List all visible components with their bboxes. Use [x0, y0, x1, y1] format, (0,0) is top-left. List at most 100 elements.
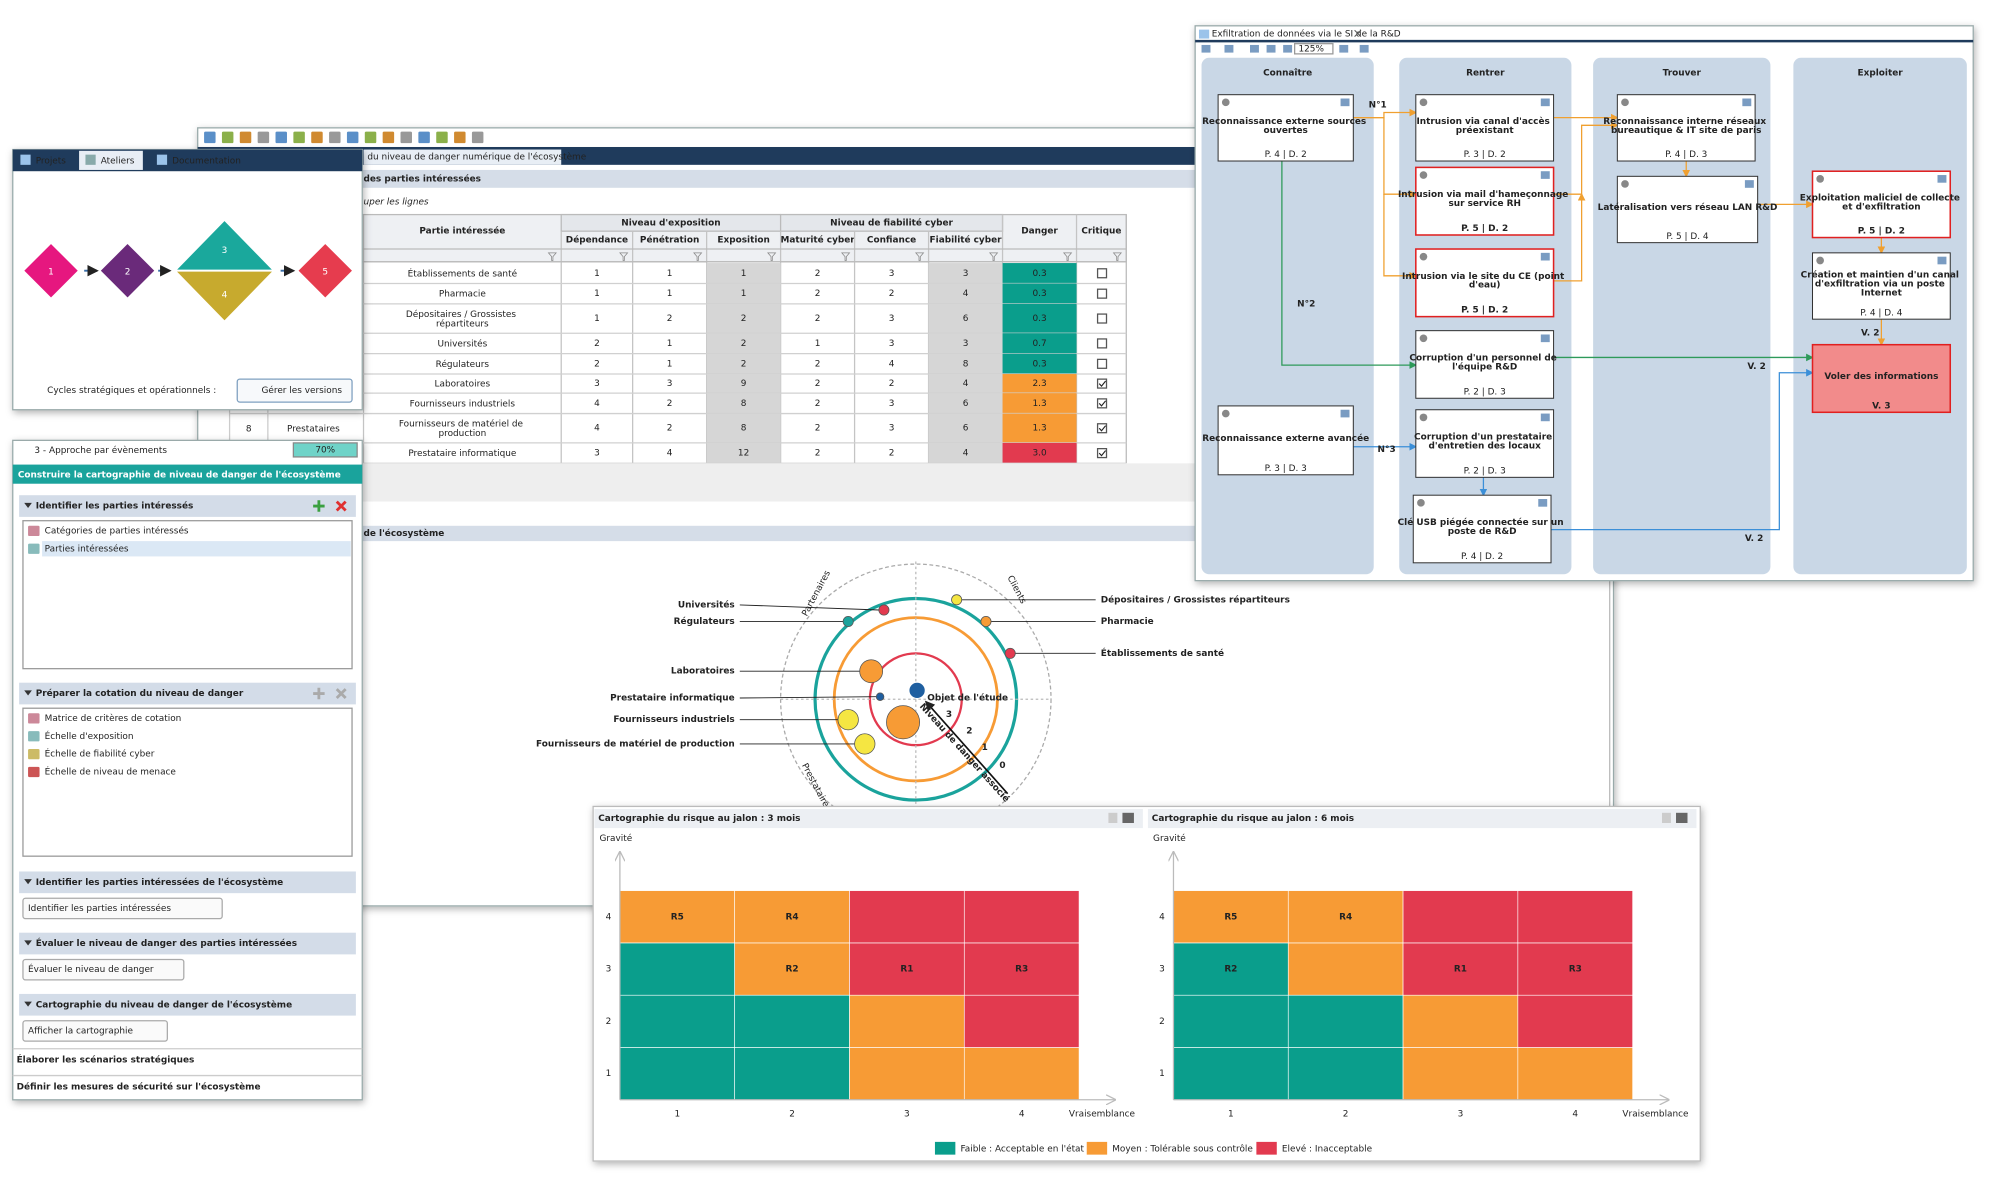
party-name: Dépositaires / Grossistes répartiteurs: [406, 308, 519, 329]
score: 0.3: [1032, 289, 1046, 299]
score: 4: [667, 449, 673, 459]
list-item[interactable]: Parties intéressées: [45, 543, 129, 554]
risk-cell: [734, 942, 850, 996]
list-item[interactable]: Catégories de parties intéressés: [45, 525, 189, 536]
attack-node[interactable]: [1415, 330, 1555, 399]
workshop-step[interactable]: Définir les mesures de sécurité sur l'éc…: [17, 1082, 261, 1093]
step-diamond[interactable]: [98, 241, 157, 301]
attack-node[interactable]: [1811, 170, 1952, 239]
tab-label[interactable]: Projets: [36, 157, 67, 167]
zoom-box[interactable]: [1294, 43, 1334, 55]
toolbar-icon: [346, 131, 359, 144]
critical-checkbox[interactable]: [1096, 423, 1108, 434]
attack-node[interactable]: [1811, 252, 1951, 320]
action-button[interactable]: [22, 897, 223, 920]
versions-button[interactable]: [236, 378, 353, 403]
list-item[interactable]: Échelle de fiabilité cyber: [45, 748, 155, 760]
step-number: 5: [322, 267, 328, 277]
party-name: Pharmacie: [439, 289, 486, 299]
node-title: Intrusion via le site du CE (point d'eau…: [1402, 271, 1567, 290]
close-icon[interactable]: [1354, 29, 1362, 38]
critical-checkbox[interactable]: [1096, 338, 1108, 349]
risk-cell: [963, 890, 1080, 944]
score: 1: [667, 359, 673, 369]
y-tick-label: 4: [1159, 912, 1165, 922]
attack-edge: [1353, 117, 1418, 199]
risk-cell: [1173, 890, 1289, 944]
attack-node[interactable]: [1217, 405, 1354, 476]
attack-node[interactable]: [1412, 494, 1552, 564]
score: 12: [738, 449, 749, 459]
attack-edge: [1553, 192, 1586, 282]
danger-axis-tick: 3: [946, 710, 952, 720]
action-button-label[interactable]: Afficher la cartographie: [28, 1026, 133, 1036]
score: 2: [815, 314, 821, 324]
risk-cell: [1287, 942, 1404, 996]
step-diamond[interactable]: [21, 241, 81, 301]
critical-checkbox[interactable]: [1096, 313, 1108, 324]
section-title: des parties intéressées: [364, 173, 481, 184]
filter-icon: [841, 252, 851, 261]
list-item[interactable]: Échelle d'exposition: [45, 730, 134, 742]
score: 1: [741, 269, 747, 279]
step-triangle[interactable]: [172, 269, 277, 324]
versions-button-label[interactable]: Gérer les versions: [261, 385, 342, 396]
risk-cell: [619, 994, 736, 1048]
attack-title: Exfiltration de données via le SI de la …: [1212, 29, 1401, 40]
filter-icon: [767, 252, 777, 261]
tab-label[interactable]: Documentation: [172, 157, 241, 167]
danger-cell: [1002, 413, 1077, 443]
shaded-cell: [928, 283, 1003, 304]
tab: [363, 149, 562, 165]
tab-label[interactable]: Ateliers: [101, 157, 135, 167]
toolbar-icon: [1339, 44, 1349, 53]
critical-checkbox[interactable]: [1096, 288, 1108, 299]
attack-node[interactable]: [1415, 94, 1555, 162]
critical-checkbox[interactable]: [1096, 448, 1108, 459]
column-header: Exposition: [717, 236, 769, 246]
filter-icon: [914, 252, 925, 261]
phase-title: Trouver: [1663, 69, 1702, 79]
attack-node[interactable]: [1811, 343, 1952, 414]
section-title: Préparer la cotation du niveau de danger: [36, 688, 244, 699]
action-button[interactable]: [22, 958, 185, 981]
list-item[interactable]: Matrice de critères de cotation: [45, 713, 182, 724]
attack-node[interactable]: [1415, 248, 1555, 318]
delete-icon: [335, 688, 347, 699]
critical-checkbox[interactable]: [1096, 398, 1108, 409]
attack-node[interactable]: [1415, 409, 1555, 478]
workshop-step[interactable]: Élaborer les scénarios stratégiques: [17, 1054, 195, 1066]
action-button[interactable]: [22, 1020, 168, 1042]
party-name: Régulateurs: [436, 358, 490, 369]
attack-node[interactable]: [1616, 94, 1756, 162]
action-button-label[interactable]: Évaluer le niveau de danger: [28, 963, 154, 975]
filter-icon: [693, 252, 703, 261]
score: 2: [815, 399, 821, 409]
stakeholder-dot: [1004, 647, 1016, 659]
attack-node[interactable]: [1616, 175, 1759, 244]
toolbar-icon: [471, 131, 484, 144]
action-button-label[interactable]: Identifier les parties intéressées: [28, 903, 171, 914]
attack-node[interactable]: [1217, 94, 1354, 162]
attack-node[interactable]: [1415, 166, 1555, 236]
shaded-cell: [706, 333, 781, 354]
shaded-cell: [928, 353, 1003, 375]
critical-checkbox[interactable]: [1096, 378, 1108, 389]
collapse-icon: [24, 502, 32, 508]
column-header: Maturité cyber: [780, 235, 855, 246]
node-meta: P. 5 | D. 4: [1666, 232, 1708, 242]
group-header-label: Niveau de fiabilité cyber: [830, 217, 953, 228]
node-title: Exploitation maliciel de collecte et d'e…: [1800, 193, 1963, 212]
step-diamond[interactable]: [295, 241, 355, 301]
risk-label: R1: [900, 965, 913, 975]
item-list: [22, 707, 353, 857]
critical-checkbox[interactable]: [1096, 268, 1108, 279]
y-tick-label: 4: [606, 912, 612, 922]
critical-checkbox[interactable]: [1096, 358, 1108, 369]
danger-cell: [1002, 333, 1077, 354]
toolbar-icon: [1250, 44, 1259, 53]
list-item[interactable]: Échelle de niveau de menace: [45, 765, 176, 777]
selected-item: [42, 541, 351, 557]
shaded-cell: [928, 413, 1003, 443]
party-name: Universités: [437, 338, 487, 349]
